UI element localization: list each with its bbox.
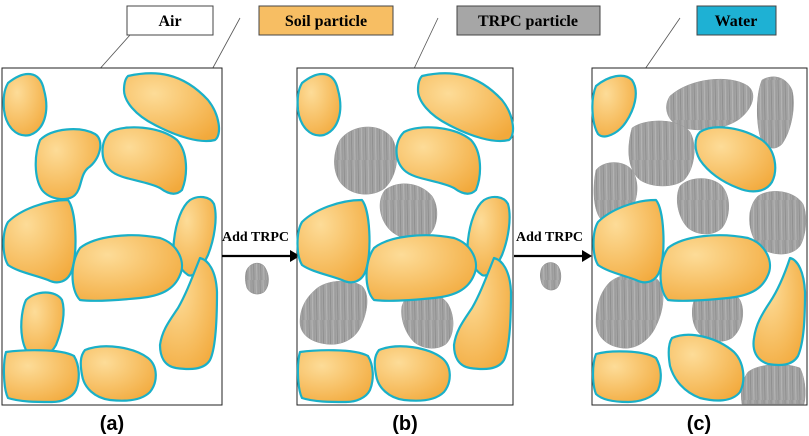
trpc-particle [628,120,695,187]
arrow-2-head [582,250,592,262]
panel-c [591,67,808,406]
soil-particle [416,72,515,143]
arrow-1-label: Add TRPC [222,230,289,245]
soil-particle [79,345,157,402]
panel-b-trpc-particles [299,126,454,349]
soil-particle [592,198,665,284]
soil-particle [591,350,662,404]
panel-b [296,67,515,406]
trpc-particle [334,126,397,195]
legend-trpc-particle: TRPC particle [456,5,601,36]
arrow-1-head [290,250,300,262]
soil-particle [296,198,371,284]
trpc-particle [401,292,454,349]
legend-air-box [126,5,214,36]
panel-a-soil-particles [2,72,221,404]
soil-particle [2,349,80,404]
soil-particle [71,234,184,302]
panel-b-label: (b) [392,413,418,435]
soil-particle [752,256,807,367]
panel-c-soil-particles [591,74,807,404]
panel-c-trpc-particles [593,76,807,405]
legend-trpc-box [456,5,601,36]
trpc-particle [677,178,729,235]
panel-b-soil-particles [296,72,515,404]
soil-particle [452,256,513,371]
legend-soil-label: Soil particle [285,13,367,30]
soil-particle [395,126,482,195]
legend-air: Air [126,5,214,36]
soil-particle [659,234,772,302]
soil-particle [34,128,102,201]
arrow-2-label: Add TRPC [516,230,583,245]
soil-particle [101,126,188,195]
soil-particle [2,73,48,137]
arrow-2-trpc-particle [540,262,562,291]
trpc-particle [299,280,368,345]
legend-soil-box [258,5,394,36]
soil-particle [296,349,374,404]
soil-particle [373,345,451,402]
legend-water-label: Water [715,13,758,30]
soil-particle [296,73,342,137]
panel-a [1,67,223,406]
legend-water: Water [696,5,777,36]
arrow-add-trpc-1: Add TRPC [222,230,300,295]
soil-particle [591,74,637,138]
soil-particle [667,333,745,402]
legend-air-label: Air [158,13,181,30]
arrow-add-trpc-2: Add TRPC [514,230,592,291]
soil-particle [158,256,219,371]
panel-a-label: (a) [100,413,124,435]
trpc-particle [757,76,794,149]
arrow-1-trpc-particle [245,262,269,295]
legend-trpc-label: TRPC particle [478,13,578,30]
soil-particle [365,234,478,302]
trpc-particle [749,191,807,255]
legend-water-box [696,5,777,36]
trpc-particle [741,364,806,405]
panel-c-label: (c) [687,413,711,435]
legend-soil-particle: Soil particle [258,5,394,36]
soil-particle [2,198,77,284]
soil-particle [694,126,777,193]
soil-particle [122,72,221,143]
